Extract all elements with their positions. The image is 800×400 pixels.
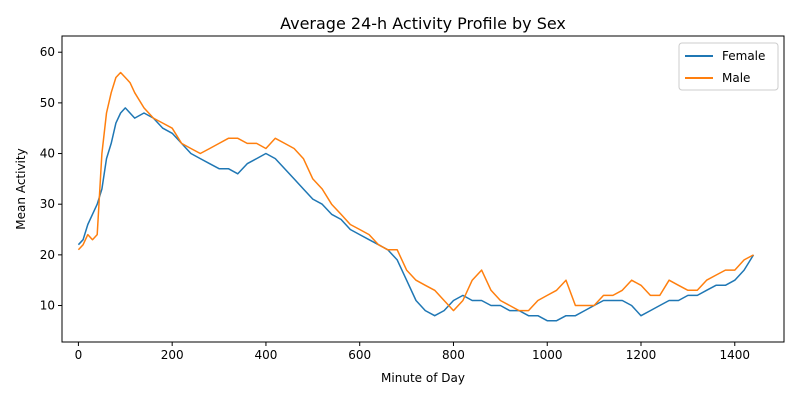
y-tick-label: 10: [40, 299, 55, 313]
plot-frame: [61, 35, 785, 343]
x-axis-label: Minute of Day: [381, 371, 465, 385]
series-group: [77, 71, 755, 322]
y-tick-label: 40: [40, 147, 55, 161]
x-tick-label: 400: [254, 348, 277, 362]
x-tick-label: 1400: [719, 348, 750, 362]
legend: Female Male: [678, 42, 779, 91]
y-axis: 10 20 30 40 50 60: [40, 45, 62, 313]
x-tick-label: 1200: [626, 348, 657, 362]
y-tick-label: 20: [40, 248, 55, 262]
legend-label-male: Male: [722, 71, 750, 85]
x-tick-label: 0: [75, 348, 83, 362]
y-tick-label: 60: [40, 45, 55, 59]
y-tick-label: 30: [40, 197, 55, 211]
x-tick-label: 600: [348, 348, 371, 362]
x-tick-label: 800: [442, 348, 465, 362]
y-axis-label: Mean Activity: [14, 148, 28, 229]
y-tick-label: 50: [40, 96, 55, 110]
legend-label-female: Female: [722, 49, 765, 63]
x-tick-label: 200: [161, 348, 184, 362]
x-tick-label: 1000: [532, 348, 563, 362]
chart-title: Average 24-h Activity Profile by Sex: [280, 14, 566, 33]
series-line-male: [77, 71, 754, 312]
x-axis: 0 200 400 600 800 1000 1200 1400: [75, 342, 750, 362]
